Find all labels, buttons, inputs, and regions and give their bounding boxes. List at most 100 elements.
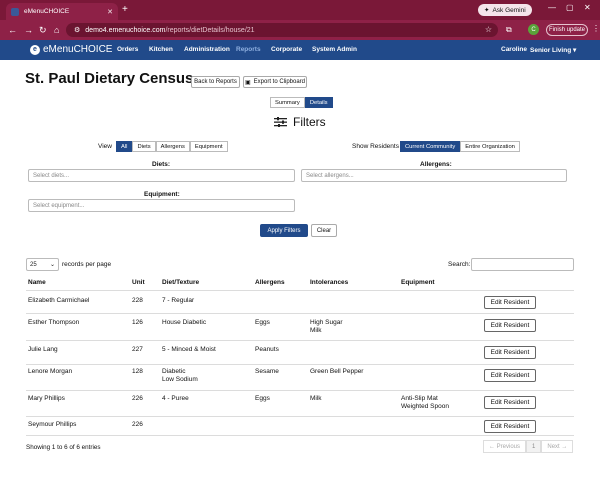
previous-page-button[interactable]: ← Previous <box>483 440 527 453</box>
export-clipboard-button[interactable]: ▣ Export to Clipboard <box>243 76 307 88</box>
app-navbar: e eMenuCHOICE Orders Kitchen Administrat… <box>0 40 600 60</box>
search-label: Search: <box>448 261 471 268</box>
table-row: Esther Thompson 126 House Diabetic Eggs … <box>26 313 574 340</box>
address-bar[interactable]: ⚙ demo4.emenuchoice.com/reports/dietDeta… <box>66 23 498 37</box>
resident-diet: Diabetic <box>162 368 186 375</box>
browser-tab[interactable]: eMenuCHOICE ✕ <box>6 3 118 20</box>
col-name[interactable]: Name <box>28 279 46 286</box>
favicon-icon <box>11 7 19 16</box>
page-size-select[interactable]: 25 ⌄ <box>26 258 59 271</box>
org-name: Senior Living <box>530 47 572 54</box>
table-row: Lenore Morgan 128 Diabetic Low Sodium Se… <box>26 364 574 390</box>
finish-update-button[interactable]: Finish update <box>546 24 588 36</box>
site-info-icon[interactable]: ⚙ <box>74 27 81 34</box>
current-community-option[interactable]: Current Community <box>400 141 461 152</box>
edit-resident-button[interactable]: Edit Resident <box>484 296 536 309</box>
edit-resident-button[interactable]: Edit Resident <box>484 319 536 332</box>
url-path: /reports/dietDetails/house/21 <box>165 26 255 34</box>
minimize-icon[interactable]: — <box>548 3 556 12</box>
resident-name: Mary Phillips <box>28 395 65 402</box>
resident-name: Elizabeth Carmichael <box>28 297 90 304</box>
view-equipment-option[interactable]: Equipment <box>189 141 228 152</box>
view-mode-toggle: Summary Details <box>270 97 333 108</box>
resident-unit: 128 <box>132 368 143 375</box>
resident-intolerance: High Sugar <box>310 319 343 326</box>
summary-tab[interactable]: Summary <box>270 97 305 108</box>
url-host: demo4.emenuchoice.com <box>85 26 166 34</box>
home-icon[interactable]: ⌂ <box>54 25 60 35</box>
view-filter-group: All Diets Allergens Equipment <box>116 141 228 152</box>
resident-allergens: Sesame <box>255 368 279 375</box>
col-diet[interactable]: Diet/Texture <box>162 279 200 286</box>
nav-system-admin[interactable]: System Admin <box>312 46 357 53</box>
sliders-icon <box>274 117 287 127</box>
reload-icon[interactable]: ↻ <box>39 25 47 35</box>
nav-reports[interactable]: Reports <box>236 46 261 53</box>
table-row: Julie Lang 227 5 - Minced & Moist Peanut… <box>26 340 574 364</box>
clipboard-icon: ▣ <box>244 79 251 86</box>
filters-title: Filters <box>293 115 326 129</box>
view-label: View <box>98 143 112 150</box>
resident-unit: 226 <box>132 395 143 402</box>
col-intolerances[interactable]: Intolerances <box>310 279 349 286</box>
back-icon[interactable]: ← <box>8 25 17 35</box>
nav-user[interactable]: Caroline <box>501 46 528 53</box>
nav-corporate[interactable]: Corporate <box>271 46 303 53</box>
col-allergens[interactable]: Allergens <box>255 279 285 286</box>
resident-diet-2: Low Sodium <box>162 376 198 383</box>
page-1-button[interactable]: 1 <box>526 440 542 453</box>
edit-resident-button[interactable]: Edit Resident <box>484 369 536 382</box>
edit-resident-button[interactable]: Edit Resident <box>484 346 536 359</box>
back-to-reports-button[interactable]: Back to Reports <box>191 76 240 88</box>
allergens-select[interactable]: Select allergens... <box>301 169 567 182</box>
records-per-page-label: records per page <box>62 261 112 268</box>
nav-administration[interactable]: Administration <box>184 46 230 53</box>
ask-gemini-button[interactable]: ✦ Ask Gemini <box>478 4 532 16</box>
page-size-value: 25 <box>30 261 37 268</box>
resident-unit: 126 <box>132 319 143 326</box>
table-row: Seymour Phillips 226 Edit Resident <box>26 416 574 436</box>
profile-avatar[interactable]: C <box>528 24 539 35</box>
next-page-button[interactable]: Next → <box>541 440 574 453</box>
col-equipment[interactable]: Equipment <box>401 279 435 286</box>
pagination: ← Previous 1 Next → <box>483 440 574 453</box>
ask-gemini-label: Ask Gemini <box>492 6 526 14</box>
brand-logo[interactable]: e eMenuCHOICE <box>30 44 112 55</box>
diets-select[interactable]: Select diets... <box>28 169 295 182</box>
nav-orders[interactable]: Orders <box>117 46 139 53</box>
resident-unit: 228 <box>132 297 143 304</box>
details-tab[interactable]: Details <box>304 97 333 108</box>
nav-org-dropdown[interactable]: Senior Living ▾ <box>530 46 576 54</box>
clear-filters-button[interactable]: Clear <box>311 224 337 237</box>
view-diets-option[interactable]: Diets <box>132 141 156 152</box>
show-residents-label: Show Residents <box>352 143 399 150</box>
resident-unit: 227 <box>132 346 143 353</box>
nav-kitchen[interactable]: Kitchen <box>149 46 173 53</box>
edit-resident-button[interactable]: Edit Resident <box>484 420 536 433</box>
browser-menu-icon[interactable]: ⋮ <box>592 24 600 33</box>
select-caret-icon: ⌄ <box>49 262 55 268</box>
extensions-icon[interactable]: ⧉ <box>506 25 512 34</box>
entire-organization-option[interactable]: Entire Organization <box>460 141 520 152</box>
resident-diet: House Diabetic <box>162 319 207 326</box>
col-unit[interactable]: Unit <box>132 279 145 286</box>
export-label: Export to Clipboard <box>253 79 306 85</box>
bookmark-star-icon[interactable]: ☆ <box>484 25 492 34</box>
close-tab-icon[interactable]: ✕ <box>107 8 113 16</box>
view-all-option[interactable]: All <box>116 141 133 152</box>
new-tab-icon[interactable]: + <box>122 4 128 15</box>
apply-filters-button[interactable]: Apply Filters <box>260 224 308 237</box>
forward-icon[interactable]: → <box>24 25 33 35</box>
brand-name: eMenuCHOICE <box>43 44 113 55</box>
search-input[interactable] <box>471 258 574 271</box>
close-window-icon[interactable]: ✕ <box>584 3 591 12</box>
resident-allergens: Peanuts <box>255 346 279 353</box>
caret-down-icon: ▾ <box>572 47 577 54</box>
diets-label: Diets: <box>152 161 171 168</box>
resident-equipment-2: Weighted Spoon <box>401 403 449 410</box>
edit-resident-button[interactable]: Edit Resident <box>484 396 536 409</box>
resident-allergens: Eggs <box>255 319 270 326</box>
maximize-icon[interactable]: ▢ <box>566 3 574 12</box>
equipment-select[interactable]: Select equipment... <box>28 199 295 212</box>
view-allergens-option[interactable]: Allergens <box>155 141 190 152</box>
